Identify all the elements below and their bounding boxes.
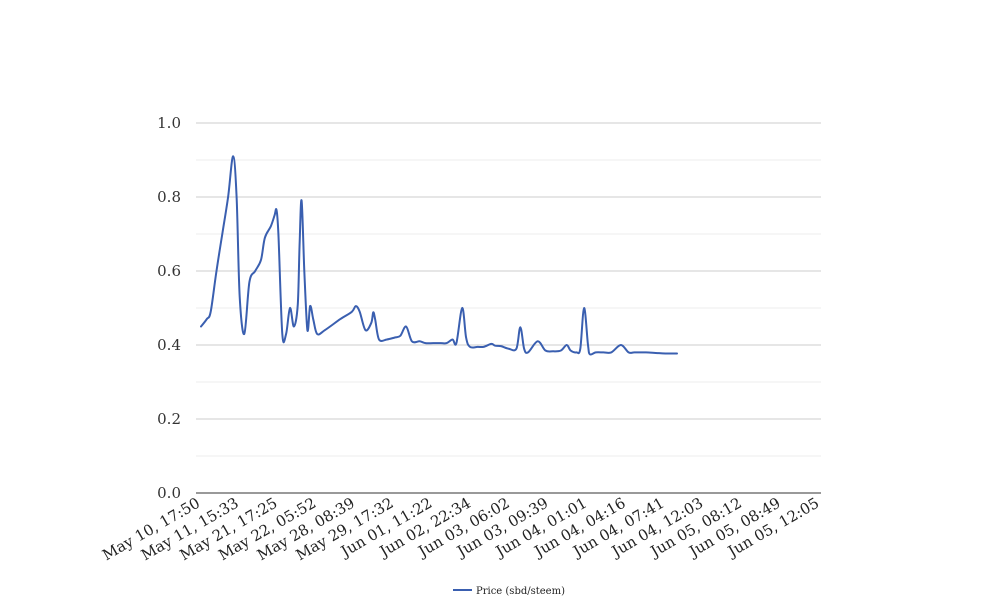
legend-label: Price (sbd/steem)	[476, 586, 565, 597]
y-tick-label: 0.2	[157, 410, 181, 428]
y-tick-label: 0.6	[157, 262, 181, 280]
legend[interactable]: Price (sbd/steem)	[453, 586, 565, 597]
y-tick-label: 0.0	[157, 484, 181, 502]
y-tick-label: 0.4	[157, 336, 181, 354]
series-layer	[200, 155, 678, 356]
y-tick-labels: 0.0 0.2 0.4 0.6 0.8 1.0	[157, 114, 181, 502]
y-tick-label: 0.8	[157, 188, 181, 206]
series-line-price	[200, 155, 678, 356]
y-tick-label: 1.0	[157, 114, 181, 132]
